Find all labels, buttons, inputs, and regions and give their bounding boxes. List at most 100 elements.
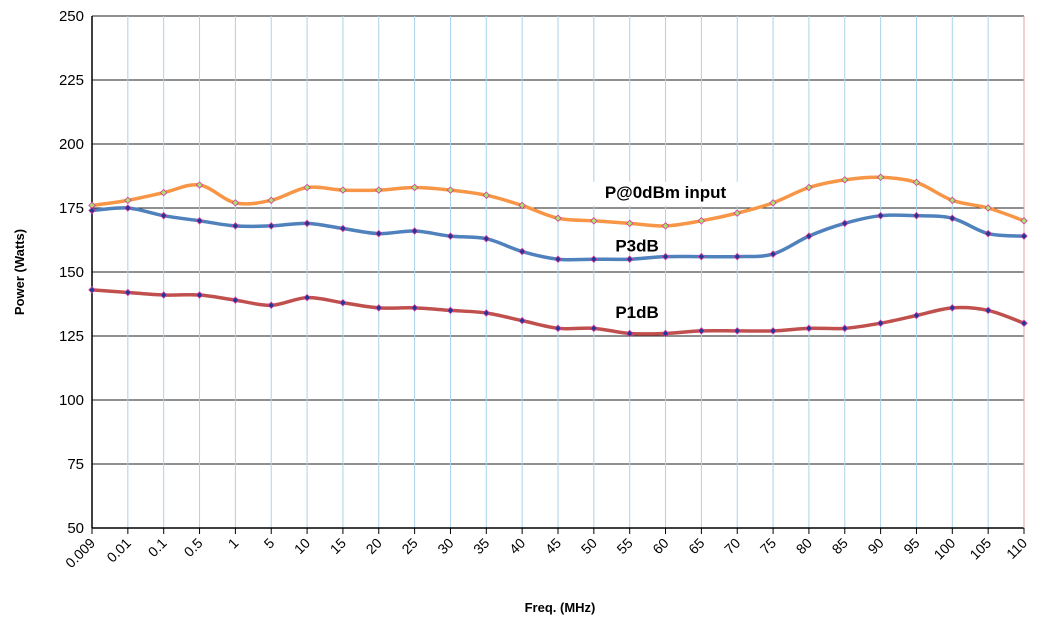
data-point-marker [733,252,741,261]
vertical-gridlines [91,16,1025,534]
x-tick-label: 25 [398,535,420,557]
data-point-marker [841,324,849,333]
data-point-marker [195,181,204,189]
x-tick-label: 30 [434,535,456,557]
y-tick-label: 75 [67,456,84,473]
data-point-marker [590,324,598,333]
data-point-marker [124,288,132,297]
x-tick-label: 35 [470,535,492,557]
data-point-marker [267,222,275,230]
data-point-marker [1020,319,1028,327]
x-tick-label: 55 [613,535,635,557]
markers-layer [88,173,1028,338]
data-point-marker [841,176,849,184]
x-tick-label: 0.01 [103,535,134,566]
data-point-marker [554,324,562,333]
y-axis-tick-labels: 50 75 100 125 150 175 200 225 250 [59,8,84,537]
data-point-marker [805,183,813,192]
data-point-marker [912,178,921,187]
data-point-marker [375,186,383,194]
data-point-marker [984,306,992,315]
x-tick-label: 70 [721,535,743,557]
x-tick-label: 95 [900,535,922,557]
x-tick-label: 75 [757,535,779,557]
data-point-marker [88,206,96,215]
data-point-marker [231,296,240,304]
data-point-marker [410,183,419,192]
data-point-marker [303,183,311,192]
data-point-marker [124,196,132,205]
data-point-marker [876,319,885,327]
x-tick-label: 0.009 [62,535,98,571]
data-point-marker [446,232,455,240]
y-tick-label: 250 [59,8,84,25]
x-tick-label: 105 [966,535,994,563]
x-tick-label: 90 [864,535,886,557]
y-tick-label: 150 [59,264,84,281]
x-tick-label: 15 [327,535,349,557]
data-point-marker [661,252,670,261]
x-tick-label: 40 [506,535,528,557]
x-tick-label: 0.1 [145,535,170,560]
data-point-marker [518,201,526,210]
data-point-marker [733,209,741,217]
data-point-marker [697,327,706,335]
data-point-marker [625,219,634,228]
data-point-marker [124,204,132,212]
data-point-marker [554,214,562,223]
data-point-marker [733,327,741,335]
data-point-marker [625,329,634,338]
x-axis-tick-labels: 0.009 0.01 0.1 0.5 1 5 10 15 20 25 30 35 40 45 50 55 60 6… [62,535,1030,571]
y-axis-title: Power (Watts) [12,229,27,315]
data-point-marker [518,316,526,325]
data-point-marker [984,229,992,238]
data-point-marker [769,250,777,258]
x-tick-label: 65 [685,535,707,557]
data-point-marker [159,188,168,197]
x-tick-label: 100 [931,535,959,563]
data-point-marker [661,329,670,338]
data-point-marker [159,211,168,220]
data-point-marker [876,211,885,220]
data-point-marker [375,229,383,238]
data-point-marker [948,214,957,223]
x-tick-label: 60 [649,535,671,557]
series-label-1: P3dB [615,237,658,256]
series-label-2: P1dB [615,303,658,322]
data-point-marker [195,217,204,225]
y-tick-label: 200 [59,136,84,153]
data-point-marker [482,191,491,199]
y-tick-label: 100 [59,392,84,409]
data-point-marker [482,234,491,243]
data-point-marker [769,199,777,207]
data-point-marker [339,298,347,307]
data-point-marker [339,224,347,233]
data-point-marker [948,304,957,312]
data-point-marker [661,222,670,230]
data-point-marker [912,311,921,320]
x-tick-label: 5 [261,535,278,552]
data-point-marker [590,255,598,263]
data-point-marker [697,252,706,261]
data-point-marker [876,173,885,182]
data-point-marker [267,301,275,310]
data-point-marker [1020,232,1028,240]
data-point-marker [984,204,992,212]
data-point-marker [805,324,813,333]
data-point-marker [948,196,957,205]
data-point-marker [267,196,275,205]
data-point-marker [446,306,455,315]
x-tick-label: 50 [578,535,600,557]
data-point-marker [303,219,311,228]
data-point-marker [410,227,419,235]
data-point-marker [159,291,168,299]
data-point-marker [1020,217,1028,225]
data-point-marker [697,217,706,225]
data-point-marker [841,219,849,228]
x-tick-label: 20 [363,535,385,557]
data-point-marker [410,304,419,312]
data-point-marker [303,293,311,302]
data-point-marker [912,211,921,220]
data-point-marker [554,255,562,263]
